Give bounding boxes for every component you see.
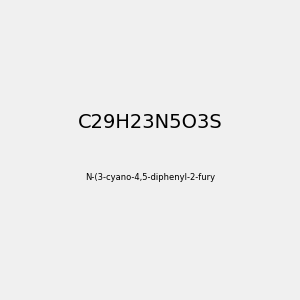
- Text: N-(3-cyano-4,5-diphenyl-2-fury: N-(3-cyano-4,5-diphenyl-2-fury: [85, 172, 215, 182]
- Text: C29H23N5O3S: C29H23N5O3S: [78, 113, 222, 133]
